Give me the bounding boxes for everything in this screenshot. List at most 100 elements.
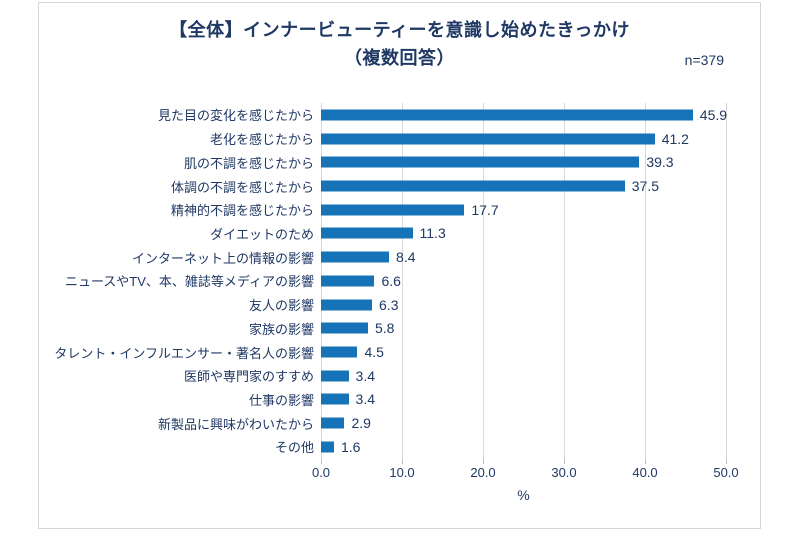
gridline (402, 103, 403, 459)
bar-row: 家族の影響 5.8 (39, 316, 760, 340)
bar-track: 8.4 (321, 245, 726, 269)
bar-track: 17.7 (321, 198, 726, 222)
bar (321, 346, 358, 358)
bar-row: 肌の不調を感じたから 39.3 (39, 150, 760, 174)
x-tick-label: 40.0 (632, 465, 658, 480)
bar (321, 227, 413, 239)
x-axis: 0.0 10.0 20.0 30.0 40.0 50.0 (312, 459, 739, 483)
bar (321, 180, 625, 192)
bar-track: 1.6 (321, 435, 726, 459)
bar-track: 5.8 (321, 316, 726, 340)
bar-track: 6.3 (321, 293, 726, 317)
chart-frame: 【全体】インナービューティーを意識し始めたきっかけ （複数回答） n=379 見… (38, 2, 761, 529)
bar-value-label: 1.6 (340, 438, 361, 455)
bar-row: タレント・インフルエンサー・著名人の影響 4.5 (39, 340, 760, 364)
bar (321, 156, 640, 168)
bar-row: 精神的不調を感じたから 17.7 (39, 198, 760, 222)
category-label: タレント・インフルエンサー・著名人の影響 (54, 345, 314, 361)
bar-value-label: 3.4 (355, 391, 375, 408)
gridline (564, 103, 565, 459)
bar (321, 299, 373, 311)
chart-title: 【全体】インナービューティーを意識し始めたきっかけ （複数回答） (39, 16, 760, 72)
x-tick-mark (564, 459, 565, 464)
x-tick-label: 50.0 (713, 465, 739, 480)
bar-value-label: 4.5 (364, 344, 384, 361)
bar-row: その他 1.6 (39, 435, 760, 459)
plot-area: 見た目の変化を感じたから 45.9 老化を感じたから 41.2 肌の不調を感じたから 39… (39, 103, 760, 459)
bar-row: 老化を感じたから 41.2 (39, 127, 760, 151)
bar (321, 441, 334, 453)
bar-track: 3.4 (321, 364, 726, 388)
category-label: その他 (274, 440, 314, 456)
x-tick-mark (321, 459, 322, 464)
category-label: 新製品に興味がわいたから (157, 416, 314, 432)
category-label: 肌の不調を感じたから (183, 155, 314, 171)
bar-track: 39.3 (321, 150, 726, 174)
bar-value-label: 17.7 (471, 201, 499, 218)
x-tick-label: 30.0 (551, 465, 577, 480)
x-tick-mark (402, 459, 403, 464)
bar-value-label: 39.3 (646, 154, 674, 171)
bar-track: 41.2 (321, 127, 726, 151)
x-axis-title: % (517, 487, 530, 503)
bar-value-label: 6.6 (381, 272, 401, 289)
gridline (483, 103, 484, 459)
bar (321, 204, 465, 216)
x-tick-mark (645, 459, 646, 464)
bar-track: 3.4 (321, 388, 726, 412)
bar-track: 2.9 (321, 411, 726, 435)
bar-row: ニュースやTV、本、雑誌等メディアの影響 6.6 (39, 269, 760, 293)
bar-track: 11.3 (321, 222, 726, 246)
category-label: 友人の影響 (248, 298, 314, 314)
bar-row: インターネット上の情報の影響 8.4 (39, 245, 760, 269)
bar-row: ダイエットのため 11.3 (39, 222, 760, 246)
bar-rows: 見た目の変化を感じたから 45.9 老化を感じたから 41.2 肌の不調を感じたから 39… (39, 103, 760, 459)
category-label: インターネット上の情報の影響 (131, 250, 314, 266)
x-tick-label: 10.0 (389, 465, 415, 480)
bar-track: 37.5 (321, 174, 726, 198)
bar-value-label: 37.5 (631, 178, 659, 195)
bar-row: 仕事の影響 3.4 (39, 388, 760, 412)
category-label: 家族の影響 (248, 321, 314, 337)
bar-value-label: 6.3 (379, 296, 399, 313)
bar (321, 393, 349, 405)
category-label: 医師や専門家のすすめ (183, 369, 314, 385)
category-label: 仕事の影響 (248, 392, 314, 408)
bar-row: 新製品に興味がわいたから 2.9 (39, 411, 760, 435)
bar-track: 6.6 (321, 269, 726, 293)
bar (321, 275, 375, 287)
category-label: 見た目の変化を感じたから (157, 108, 314, 124)
bar-track: 4.5 (321, 340, 726, 364)
chart-title-line2: （複数回答） (344, 48, 455, 68)
gridline (645, 103, 646, 459)
bar-value-label: 2.9 (351, 415, 371, 432)
bar-row: 友人の影響 6.3 (39, 293, 760, 317)
bar-value-label: 45.9 (699, 106, 728, 123)
bar (321, 370, 349, 382)
category-label: 体調の不調を感じたから (170, 179, 314, 195)
category-label: 老化を感じたから (209, 132, 314, 148)
bar-value-label: 8.4 (396, 249, 416, 266)
x-tick-mark (483, 459, 484, 464)
bar-row: 医師や専門家のすすめ 3.4 (39, 364, 760, 388)
bar-value-label: 5.8 (374, 320, 395, 337)
gridline (726, 103, 727, 459)
x-tick-label: 0.0 (311, 465, 331, 480)
bar-value-label: 11.3 (419, 225, 446, 242)
bar (321, 109, 693, 121)
bar (321, 251, 390, 263)
bar-value-label: 3.4 (355, 367, 375, 384)
category-label: 精神的不調を感じたから (170, 203, 314, 219)
category-label: ダイエットのため (210, 226, 314, 242)
bar-track: 45.9 (321, 103, 728, 127)
x-tick-mark (726, 459, 727, 464)
bar (321, 417, 345, 429)
bar-value-label: 41.2 (661, 130, 689, 147)
sample-size-label: n=379 (684, 52, 724, 68)
bar (321, 322, 368, 334)
category-label: ニュースやTV、本、雑誌等メディアの影響 (64, 274, 314, 290)
bar-row: 見た目の変化を感じたから 45.9 (39, 103, 760, 127)
chart-title-line1: 【全体】インナービューティーを意識し始めたきっかけ (169, 20, 630, 40)
bar-row: 体調の不調を感じたから 37.5 (39, 174, 760, 198)
